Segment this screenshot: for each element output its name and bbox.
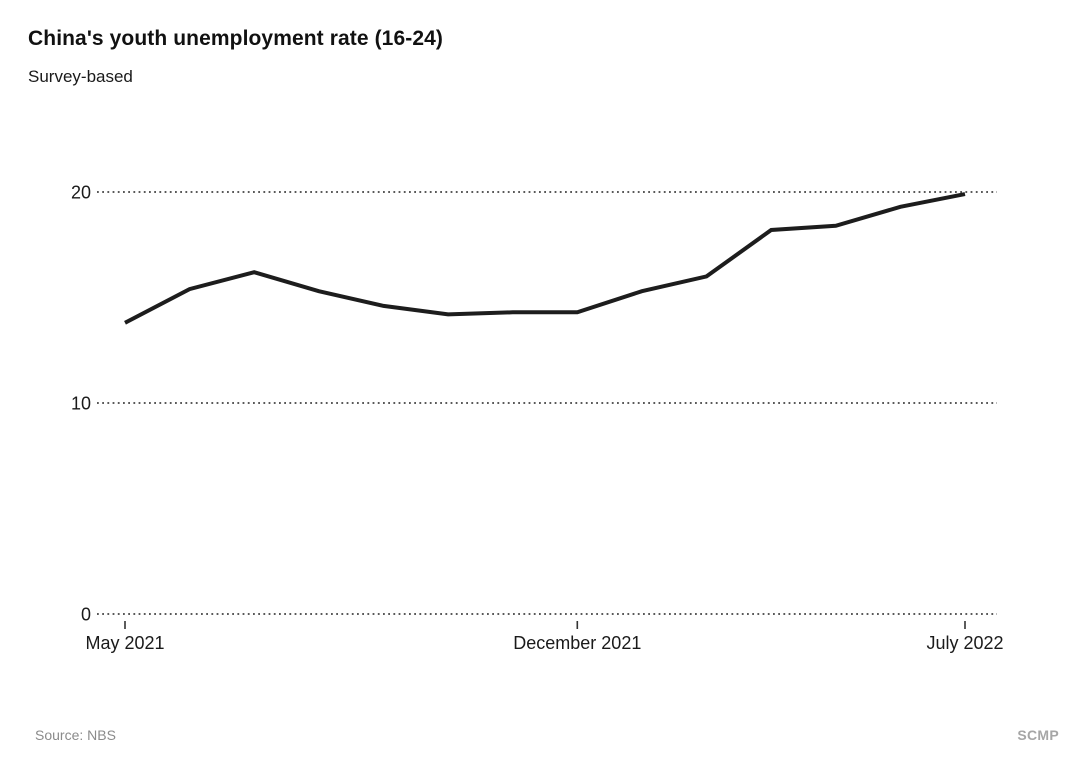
y-axis-label: 10 [71, 394, 91, 414]
y-axis-label: 0 [81, 605, 91, 625]
scmp-logo: SCMP [1017, 727, 1059, 743]
x-tick-label: July 2022 [926, 633, 1003, 653]
source-label: Source: NBS [35, 727, 116, 743]
x-tick-label: May 2021 [85, 633, 164, 653]
x-tick-label: December 2021 [513, 633, 641, 653]
trend-line [124, 192, 966, 325]
y-axis-label: 20 [71, 183, 91, 203]
chart-subtitle: Survey-based [28, 67, 133, 86]
chart-title: China's youth unemployment rate (16-24) [28, 27, 443, 50]
